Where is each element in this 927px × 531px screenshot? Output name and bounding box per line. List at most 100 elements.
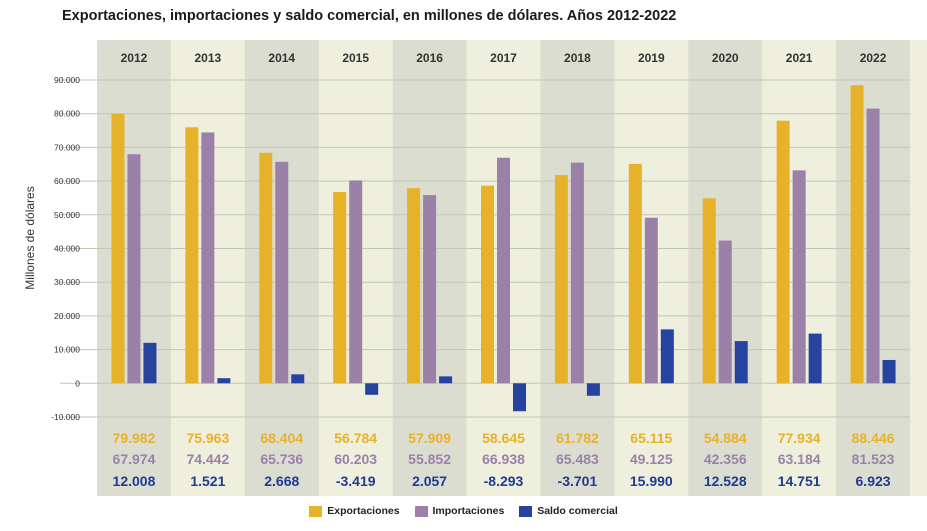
data-label: 74.442 [186,451,229,467]
legend-label: Exportaciones [327,505,400,517]
y-tick-label: 40.000 [54,244,80,254]
x-tick-label: 2018 [564,51,591,65]
data-label: 12.528 [704,473,747,489]
legend-label: Importaciones [432,505,505,517]
data-label: 65.115 [630,430,672,446]
data-label: 63.184 [778,451,821,467]
bar-saldo [439,376,453,384]
bar-saldo [291,374,305,384]
y-tick-label: -10.000 [51,412,80,422]
data-label: 67.974 [113,451,156,467]
bar-saldo [882,359,896,384]
data-label: 12.008 [113,473,156,489]
data-label: 65.736 [260,451,303,467]
data-label: 65.483 [556,451,599,467]
y-tick-label: 90.000 [54,75,80,85]
data-label: 75.963 [186,430,229,446]
bar-saldo [365,383,379,395]
x-tick-label: 2022 [860,51,887,65]
data-label: 42.356 [704,451,747,467]
data-label: 14.751 [778,473,821,489]
bar-exportaciones [333,191,347,384]
legend: Exportaciones Importaciones Saldo comerc… [0,505,927,520]
legend-swatch [309,505,323,517]
data-label: 55.852 [408,451,451,467]
data-label: -3.419 [336,473,376,489]
data-label: 79.982 [113,430,156,446]
data-label: 49.125 [630,451,673,467]
bar-exportaciones [259,152,273,384]
data-label: 66.938 [482,451,525,467]
data-label: 15.990 [630,473,673,489]
bar-exportaciones [185,127,199,384]
x-tick-label: 2013 [195,51,222,65]
y-axis-title: Millones de dólares [23,186,37,289]
legend-swatch [519,505,533,517]
bar-importaciones [423,195,437,384]
bar-exportaciones [407,188,421,384]
bar-exportaciones [850,85,864,384]
bar-exportaciones [702,198,716,384]
bar-exportaciones [481,185,494,384]
data-label: -3.701 [558,473,598,489]
data-label: 1.521 [190,473,225,489]
bar-exportaciones [776,120,790,384]
chart-title: Exportaciones, importaciones y saldo com… [62,8,677,24]
x-tick-label: 2016 [416,51,443,65]
data-label: 61.782 [556,430,599,446]
legend-item-saldo: Saldo comercial [519,505,618,517]
bar-importaciones [201,132,215,384]
bar-exportaciones [111,113,125,384]
x-tick-label: 2012 [121,51,148,65]
bar-importaciones [275,161,289,384]
y-tick-label: 80.000 [54,109,80,119]
legend-swatch [414,505,428,517]
data-label: 56.784 [334,430,377,446]
bar-importaciones [570,162,584,384]
y-tick-label: 60.000 [54,176,80,186]
bar-importaciones [497,157,510,384]
legend-item-importaciones: Importaciones [414,505,505,517]
bar-saldo [217,378,231,384]
y-tick-label: 20.000 [54,311,80,321]
bar-exportaciones [628,163,642,384]
y-tick-label: 10.000 [54,345,80,355]
bar-importaciones [127,154,141,384]
bar-importaciones [349,180,363,384]
bar-importaciones [866,108,880,384]
data-label: 57.909 [408,430,451,446]
bar-importaciones [718,240,732,384]
y-tick-label: 70.000 [54,142,80,152]
x-tick-label: 2019 [638,51,665,65]
x-tick-label: 2015 [342,51,369,65]
x-tick-label: 2021 [786,51,813,65]
bar-importaciones [792,170,806,384]
x-tick-label: 2020 [712,51,739,65]
bar-saldo [513,383,526,412]
x-tick-label: 2017 [490,51,517,65]
bar-saldo [808,333,822,384]
data-label: 81.523 [852,451,895,467]
data-label: 68.404 [260,430,303,446]
data-label: 77.934 [778,430,821,446]
data-label: -8.293 [484,473,524,489]
x-tick-label: 2014 [268,51,295,65]
data-label: 60.203 [334,451,377,467]
bar-saldo [660,329,674,384]
data-label: 54.884 [704,430,747,446]
bar-exportaciones [554,175,568,384]
legend-item-exportaciones: Exportaciones [309,505,400,517]
data-label: 88.446 [852,430,895,446]
bar-saldo [586,383,600,396]
data-label: 2.668 [264,473,299,489]
data-label: 2.057 [412,473,447,489]
legend-label: Saldo comercial [537,505,618,517]
bar-importaciones [644,217,658,384]
y-tick-label: 0 [75,378,80,388]
y-tick-label: 30.000 [54,277,80,287]
y-tick-label: 50.000 [54,210,80,220]
bar-saldo [143,342,157,384]
data-label: 58.645 [482,430,525,446]
data-label: 6.923 [856,473,891,489]
